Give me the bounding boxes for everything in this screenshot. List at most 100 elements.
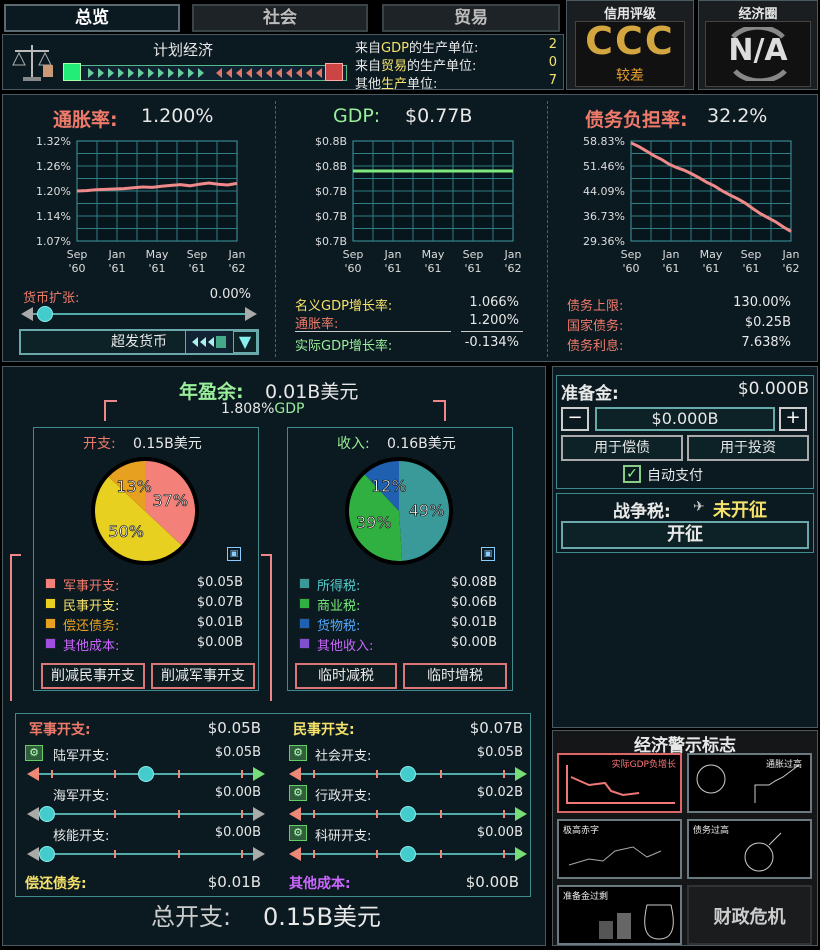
military-item-slider-knob[interactable]: [39, 806, 55, 822]
debt-y-tick: 36.73%: [583, 210, 625, 223]
expense-legend-label: 偿还债务:: [63, 619, 120, 634]
gdp-unit-icon: [63, 63, 81, 81]
credit-title: 信用评级: [603, 7, 656, 22]
income-legend-label: 货物税:: [317, 619, 361, 634]
gdp-label: GDP:: [333, 105, 381, 127]
civil-item-slider[interactable]: [289, 846, 527, 862]
war-tax-icon: ✈: [693, 499, 705, 515]
expense-legend-swatch: [45, 598, 56, 609]
total-spending-label: 总开支:: [151, 903, 232, 931]
surplus-value: 0.01B美元: [265, 381, 359, 403]
military-item-label: 陆军开支:: [53, 749, 110, 764]
military-item-slider[interactable]: [27, 846, 265, 862]
civil-item-slider[interactable]: [289, 806, 527, 822]
reserve-label: 准备金:: [561, 384, 619, 404]
credit-badge: [575, 21, 685, 87]
plan-row-other: 其他生产单位:: [355, 77, 438, 92]
debt-y-tick: 44.09%: [583, 185, 625, 198]
income-legend-value: $0.08B: [450, 575, 497, 590]
gear-icon[interactable]: ⚙: [25, 745, 43, 761]
economic-circle-panel[interactable]: 经济圈 N/A: [698, 0, 818, 90]
gdp-x-tick: Jan: [504, 248, 522, 261]
plan-economy-panel: 计划经济 来自GDP的生产单位: 来自贸易的生产单位: 其他生产单位: 2 0 …: [2, 34, 564, 92]
reserve-plus-button[interactable]: +: [779, 407, 807, 431]
inflation-x-tick: Jan: [228, 248, 246, 261]
income-value: 0.16B美元: [387, 436, 456, 452]
gdp-x-tick: Sep: [463, 248, 484, 261]
money-expansion-slider[interactable]: [21, 306, 257, 322]
inflation-x-tick: Sep: [67, 248, 88, 261]
expense-pie-chart: 37% 50% 13%: [91, 457, 199, 565]
income-legend-swatch: [299, 578, 310, 589]
credit-rating-panel[interactable]: 信用评级 CCC 较差: [566, 0, 694, 90]
inflation-y-tick: 1.26%: [36, 160, 71, 173]
income-title: 收入:: [337, 436, 370, 452]
expense-pie-slice: [95, 476, 182, 561]
temp-tax-raise-button[interactable]: 临时增税: [403, 663, 507, 689]
money-expansion-knob[interactable]: [37, 306, 53, 322]
income-zoom-icon[interactable]: ▣: [481, 547, 495, 561]
debt-x-tick-year: '61: [702, 262, 719, 275]
expense-pie-slice: [145, 461, 195, 546]
warning-high-debt: 债务过高: [687, 819, 812, 879]
credit-rating: CCC: [585, 19, 675, 63]
debt-repay-label: 偿还债务:: [25, 876, 87, 892]
income-pie-slice-label: 39%: [356, 513, 392, 532]
military-item-slider[interactable]: [27, 806, 265, 822]
civil-item-slider-knob[interactable]: [400, 846, 416, 862]
use-for-invest-button[interactable]: 用于投资: [687, 435, 809, 461]
temp-tax-cut-button[interactable]: 临时减税: [295, 663, 397, 689]
cut-civil-spending-button[interactable]: 削减民事开支: [41, 663, 145, 689]
debt-x-tick-year: '61: [742, 262, 759, 275]
expense-value: 0.15B美元: [133, 436, 202, 452]
inflation-series-line: [76, 181, 238, 193]
auto-pay-label: 自动支付: [647, 468, 703, 484]
scales-icon: [12, 45, 53, 81]
inflation-x-tick-year: '60: [68, 262, 85, 275]
military-item-slider[interactable]: [27, 766, 265, 782]
cut-military-spending-button[interactable]: 削减军事开支: [151, 663, 255, 689]
gear-icon[interactable]: ⚙: [289, 825, 307, 841]
debt-x-tick-year: '60: [622, 262, 639, 275]
income-pie-slice: [364, 461, 399, 511]
debt-x-tick: Sep: [621, 248, 642, 261]
debt-cap-label: 债务上限:: [567, 299, 624, 314]
war-tax-status: 未开征: [713, 500, 767, 521]
warnings-panel: 经济警示标志 实际GDP负增长 通胀过高 极高赤字 债务过高 准备金过剩 财政危…: [552, 730, 818, 946]
inflation-chart: 1.32%1.26%1.20%1.14%1.07%Sep'60Jan'61May…: [36, 135, 246, 275]
debt-series-line: [630, 141, 792, 233]
warning-excess-reserve: 准备金过剩: [557, 885, 682, 945]
reserve-amount-input[interactable]: $0.000B: [595, 407, 775, 431]
expense-zoom-icon[interactable]: ▣: [227, 547, 241, 561]
military-item-slider-knob[interactable]: [138, 766, 154, 782]
civil-item-slider[interactable]: [289, 766, 527, 782]
tab-overview[interactable]: 总览: [4, 4, 180, 32]
plan-progress-bar: [65, 65, 347, 81]
gdp-x-tick: May: [422, 248, 445, 261]
tab-society[interactable]: 社会: [192, 4, 368, 32]
auto-pay-checkbox[interactable]: ✓: [623, 465, 641, 483]
reserve-value: $0.000B: [737, 379, 809, 399]
gear-icon[interactable]: ⚙: [289, 745, 307, 761]
civil-item-slider-knob[interactable]: [400, 806, 416, 822]
military-item-slider-knob[interactable]: [39, 846, 55, 862]
civil-item-slider-knob[interactable]: [400, 766, 416, 782]
income-legend-value: $0.01B: [450, 615, 497, 630]
income-pie-slice-label: 12%: [371, 476, 407, 495]
plan-trade-count: 0: [548, 55, 557, 70]
expense-legend-swatch: [45, 618, 56, 629]
gear-icon[interactable]: ⚙: [289, 785, 307, 801]
levy-war-tax-button[interactable]: 开征: [561, 521, 809, 549]
credit-desc: 较差: [616, 68, 644, 84]
tab-trade[interactable]: 贸易: [382, 4, 560, 32]
expense-legend-value: $0.00B: [196, 635, 243, 650]
use-for-debt-button[interactable]: 用于偿债: [561, 435, 683, 461]
dropdown-icon[interactable]: ▼: [233, 331, 257, 353]
warning-high-inflation: 通胀过高: [687, 753, 812, 813]
warning-high-deficit: 极高赤字: [557, 819, 682, 879]
gdp-inflation-label: 通胀率:: [295, 317, 339, 332]
reserve-minus-button[interactable]: −: [561, 407, 589, 431]
gdp-x-tick-year: '61: [424, 262, 441, 275]
inflation-x-tick-year: '61: [188, 262, 205, 275]
income-legend-value: $0.00B: [450, 635, 497, 650]
